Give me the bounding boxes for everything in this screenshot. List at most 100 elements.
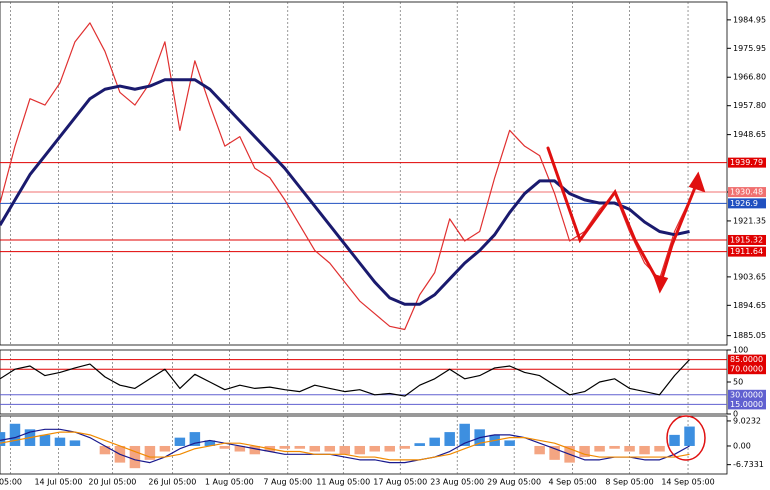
level-line-label: 1939.79 — [730, 158, 763, 167]
x-tick-label: 26 Jul 05:00 — [148, 478, 196, 487]
up-arrow — [670, 178, 700, 247]
histogram-bar — [144, 445, 156, 460]
histogram-bar — [444, 432, 455, 446]
y-tick-label: 1984.95 — [733, 15, 766, 24]
x-tick-label: 14 Jul 05:00 — [34, 478, 82, 487]
histogram-bar — [294, 445, 306, 449]
y-tick-label: 1921.35 — [733, 216, 766, 225]
x-tick-label: 8 Sep 05:00 — [605, 478, 653, 487]
series-line — [0, 359, 690, 397]
x-tick-label: 23 Aug 05:00 — [430, 478, 484, 487]
histogram-bar — [684, 426, 695, 446]
y-tick-label: 1894.65 — [733, 301, 766, 310]
level-line-label: 30.0000 — [730, 390, 763, 399]
histogram-bar — [174, 437, 186, 446]
y-tick-label: 100 — [733, 346, 748, 355]
histogram-bar — [39, 434, 51, 446]
histogram-bar — [504, 440, 515, 446]
histogram-bar — [399, 445, 410, 449]
histogram-bar — [624, 445, 635, 452]
histogram-bar — [549, 445, 560, 460]
histogram-bar — [249, 445, 261, 455]
histogram-bar — [354, 445, 365, 455]
x-tick-label: 11 Aug 05:00 — [316, 478, 370, 487]
y-tick-label: 1975.95 — [733, 44, 766, 53]
y-tick-label: 0.00 — [733, 441, 751, 450]
histogram-bar — [324, 445, 336, 452]
level-line-tag — [728, 234, 766, 245]
x-tick-label: 14 Sep 05:00 — [661, 478, 714, 487]
histogram-bar — [189, 432, 201, 446]
level-line-tag — [728, 157, 766, 168]
x-tick-label: 20 Jul 05:00 — [88, 478, 136, 487]
level-line-label: 70.0000 — [730, 365, 763, 374]
series-line — [0, 428, 690, 464]
histogram-bar — [309, 445, 321, 452]
level-line-label: 1911.64 — [730, 247, 763, 256]
arrow-head — [688, 171, 706, 193]
level-line-tag — [728, 187, 766, 198]
y-tick-label: 1966.80 — [733, 73, 766, 82]
x-tick-label: 7 Aug 05:00 — [263, 478, 312, 487]
histogram-bar — [339, 445, 351, 455]
histogram-bar — [219, 445, 231, 449]
level-line-label: 1930.48 — [730, 188, 763, 197]
histogram-bar — [54, 437, 66, 446]
series-line — [0, 22, 691, 331]
level-line-label: 85.0000 — [730, 355, 763, 364]
highlight-circle — [666, 415, 706, 461]
panel-frame — [0, 415, 728, 475]
histogram-bar — [0, 432, 6, 446]
y-tick-label: 1903.65 — [733, 272, 766, 281]
x-tick-label: 05:00 — [0, 478, 22, 487]
histogram-bar — [69, 440, 81, 446]
level-line-label: 15.0000 — [730, 400, 763, 409]
histogram-bar — [534, 445, 545, 455]
histogram-bar — [639, 445, 650, 455]
y-tick-label: 0 — [733, 410, 738, 419]
histogram-bar — [369, 445, 380, 452]
histogram-bar — [429, 437, 440, 446]
histogram-bar — [579, 445, 590, 458]
arrow-head — [652, 273, 669, 294]
histogram-bar — [234, 445, 246, 452]
y-tick-label: 1948.65 — [733, 130, 766, 139]
y-tick-label: 9.0232 — [733, 416, 761, 425]
histogram-bar — [459, 423, 470, 446]
histogram-bar — [669, 434, 680, 446]
x-tick-label: 17 Aug 05:00 — [373, 478, 427, 487]
histogram-bar — [99, 445, 111, 455]
histogram-bar — [9, 423, 21, 446]
y-tick-label: -6.7331 — [733, 460, 764, 469]
histogram-bar — [384, 445, 395, 452]
level-line-tag — [728, 399, 766, 410]
y-tick-label: 1957.80 — [733, 101, 766, 110]
level-line-tag — [728, 246, 766, 257]
series-line — [0, 431, 690, 461]
level-line-label: 1926.9 — [730, 199, 758, 208]
level-line-tag — [728, 354, 766, 365]
histogram-bar — [594, 445, 605, 452]
y-tick-label: 50 — [733, 378, 743, 387]
histogram-bar — [414, 443, 425, 446]
histogram-bar — [129, 445, 141, 469]
histogram-bar — [279, 445, 291, 449]
histogram-bar — [159, 445, 171, 452]
y-tick-label: 1885.05 — [733, 331, 766, 340]
panel-frame — [0, 1, 728, 346]
annotations — [546, 146, 706, 461]
histogram-bar — [609, 445, 620, 449]
histogram-bar — [654, 445, 665, 452]
series-line — [0, 78, 690, 306]
x-tick-label: 29 Aug 05:00 — [487, 478, 541, 487]
histogram-bar — [204, 440, 216, 446]
x-tick-label: 4 Sep 05:00 — [548, 478, 596, 487]
level-line-tag — [728, 364, 766, 375]
x-tick-label: 1 Aug 05:00 — [205, 478, 254, 487]
level-line-label: 1915.32 — [730, 235, 763, 244]
level-line-tag — [728, 389, 766, 400]
level-line-tag — [728, 198, 766, 209]
